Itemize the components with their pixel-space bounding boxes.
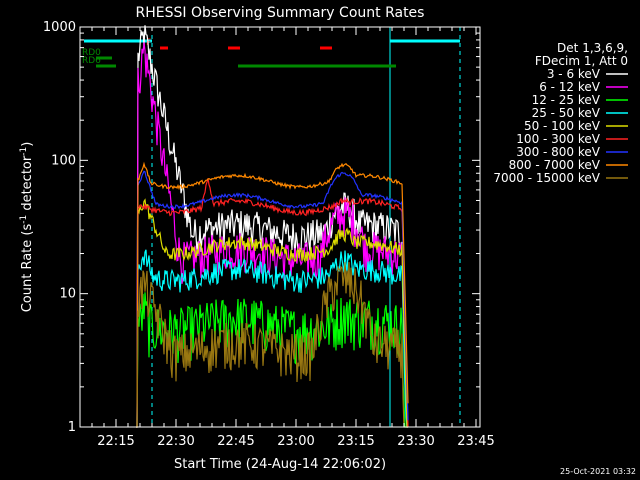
legend-header-line-1: Det 1,3,6,9, (557, 41, 628, 55)
series-line-4 (136, 198, 408, 428)
y-axis-label: Count Rate (s-1 detector-1) (19, 142, 35, 313)
series-line-2 (136, 292, 408, 428)
x-tick-label: 22:15 (97, 434, 134, 449)
x-tick-label: 22:30 (157, 434, 194, 449)
chart-title: RHESSI Observing Summary Count Rates (136, 5, 425, 21)
legend-label: 12 - 25 keV (532, 93, 601, 107)
x-tick-label: 23:00 (277, 434, 314, 449)
svg-text:Count Rate (s-1 detector-1): Count Rate (s-1 detector-1) (19, 142, 35, 313)
legend-label: 300 - 800 keV (516, 145, 600, 159)
series-line-5 (136, 178, 409, 428)
flag-label: RD0 (82, 48, 101, 58)
flag-label: RD6 (82, 56, 101, 66)
x-tick-label: 23:30 (397, 434, 434, 449)
series-line-3 (136, 249, 408, 428)
legend: Det 1,3,6,9, FDecim 1, Att 0 3 - 6 keV6 … (493, 41, 628, 185)
legend-label: 800 - 7000 keV (509, 158, 601, 172)
series-line-7 (136, 161, 409, 428)
legend-label: 3 - 6 keV (547, 67, 601, 81)
legend-label: 25 - 50 keV (532, 106, 601, 120)
axes: 1 10 100 1000 22:15 22:30 22:45 23:00 23:15 23:30… (43, 20, 495, 449)
y-tick-label: 1 (68, 420, 76, 435)
series-line-1 (136, 42, 408, 428)
x-tick-label: 22:45 (217, 434, 254, 449)
legend-label: 7000 - 15000 keV (493, 171, 600, 185)
legend-label: 50 - 100 keV (524, 119, 601, 133)
x-axis-label: Start Time (24-Aug-14 22:06:02) (174, 457, 386, 472)
series-line-0 (136, 25, 409, 428)
plot-frame (79, 26, 481, 428)
series-line-6 (136, 170, 409, 428)
legend-label: 6 - 12 keV (539, 80, 601, 94)
y-tick-label: 10 (59, 287, 76, 302)
x-tick-label: 23:15 (337, 434, 374, 449)
series-line-8 (136, 262, 408, 428)
y-tick-label: 1000 (43, 20, 76, 35)
legend-label: 100 - 300 keV (516, 132, 600, 146)
x-tick-label: 23:45 (457, 434, 494, 449)
legend-header-line-2: FDecim 1, Att 0 (535, 54, 628, 68)
render-timestamp: 25-Oct-2021 03:32 (560, 467, 636, 476)
y-tick-label: 100 (51, 153, 76, 168)
